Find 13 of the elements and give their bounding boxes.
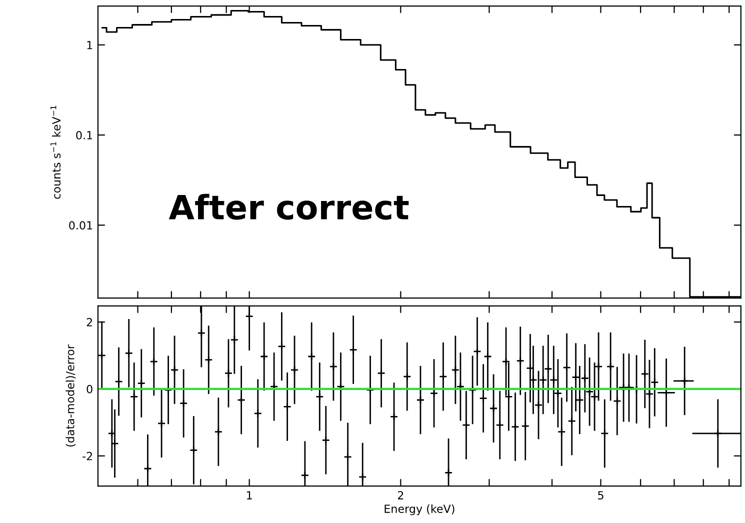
x-tick-label: 1	[247, 491, 252, 500]
y-axis-title: (data-model)/error	[66, 344, 76, 447]
y-tick-label: 0.01	[69, 221, 92, 230]
y-tick-label: 1	[87, 41, 92, 50]
y-tick-label: 0	[86, 384, 92, 394]
y-axis-title: counts s$^{−1}$ keV$^{−1}$	[50, 106, 61, 199]
x-tick-label: 2	[398, 491, 404, 500]
y-tick-label: 0.1	[76, 130, 92, 140]
y-tick-label: 2	[86, 318, 92, 326]
annotation: After correct	[168, 194, 409, 220]
x-axis-title: Energy (keV)	[384, 504, 454, 516]
y-tick-label: -2	[82, 452, 92, 460]
x-tick-label: 5	[598, 491, 604, 500]
